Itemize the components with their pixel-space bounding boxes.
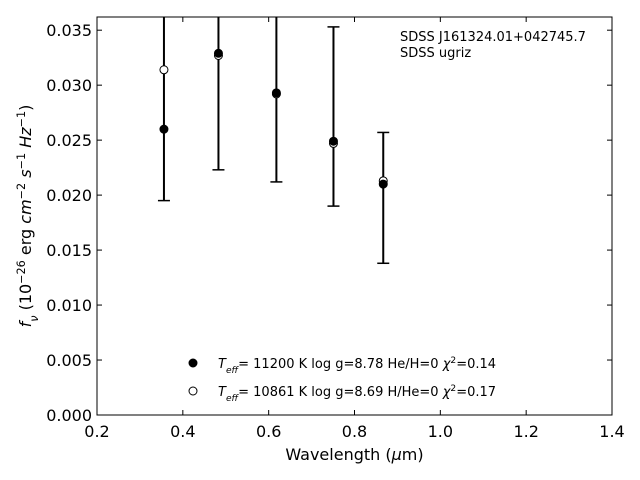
x-axis-ticks: 0.2 0.4 0.6 0.8 1.0 1.2 1.4	[84, 17, 625, 441]
x-tick-label: 1.2	[513, 422, 538, 441]
y-tick-label: 0.010	[46, 296, 92, 315]
x-tick-label: 1.0	[428, 422, 453, 441]
x-axis-label: Wavelength (μm)	[285, 445, 423, 464]
object-name-annotation: SDSS J161324.01+042745.7	[400, 30, 586, 45]
survey-annotation: SDSS ugriz	[400, 46, 471, 61]
x-tick-label: 0.4	[170, 422, 195, 441]
x-tick-label: 1.4	[599, 422, 624, 441]
x-tick-label: 0.8	[342, 422, 367, 441]
filled-circle-marker	[213, 48, 223, 58]
y-tick-label: 0.005	[46, 351, 92, 370]
y-tick-label: 0.030	[46, 76, 92, 95]
open-circle-marker	[159, 65, 169, 75]
filled-circle-marker	[271, 88, 281, 98]
legend-marker	[188, 386, 198, 396]
error-bar-caps	[157, 26, 390, 265]
plot-frame	[96, 16, 613, 416]
y-tick-label: 0.035	[46, 21, 92, 40]
legend-marker	[188, 358, 198, 368]
y-tick-label: 0.025	[46, 131, 92, 150]
filled-circle-marker	[159, 124, 169, 134]
filled-circle-marker	[328, 136, 338, 146]
y-axis-label: fν (10−26 erg cm−2 s−1 Hz−1)	[15, 105, 41, 328]
error-bars	[162, 17, 385, 264]
x-tick-label: 0.6	[256, 422, 281, 441]
y-tick-label: 0.015	[46, 241, 92, 260]
y-tick-label: 0.000	[46, 406, 92, 425]
y-tick-label: 0.020	[46, 186, 92, 205]
legend-entry: Teff= 10861 K log g=8.69 H/He=0 χ2=0.17	[218, 384, 496, 404]
legend: Teff= 11200 K log g=8.78 He/H=0 χ2=0.14 T…	[188, 356, 496, 404]
x-tick-label: 0.2	[84, 422, 109, 441]
data-markers	[159, 48, 388, 189]
filled-circle-marker	[378, 179, 388, 189]
legend-entry: Teff= 11200 K log g=8.78 He/H=0 χ2=0.14	[218, 356, 496, 376]
y-axis-ticks: 0.000 0.005 0.010 0.015 0.020 0.025 0.030 0.035	[46, 21, 612, 425]
